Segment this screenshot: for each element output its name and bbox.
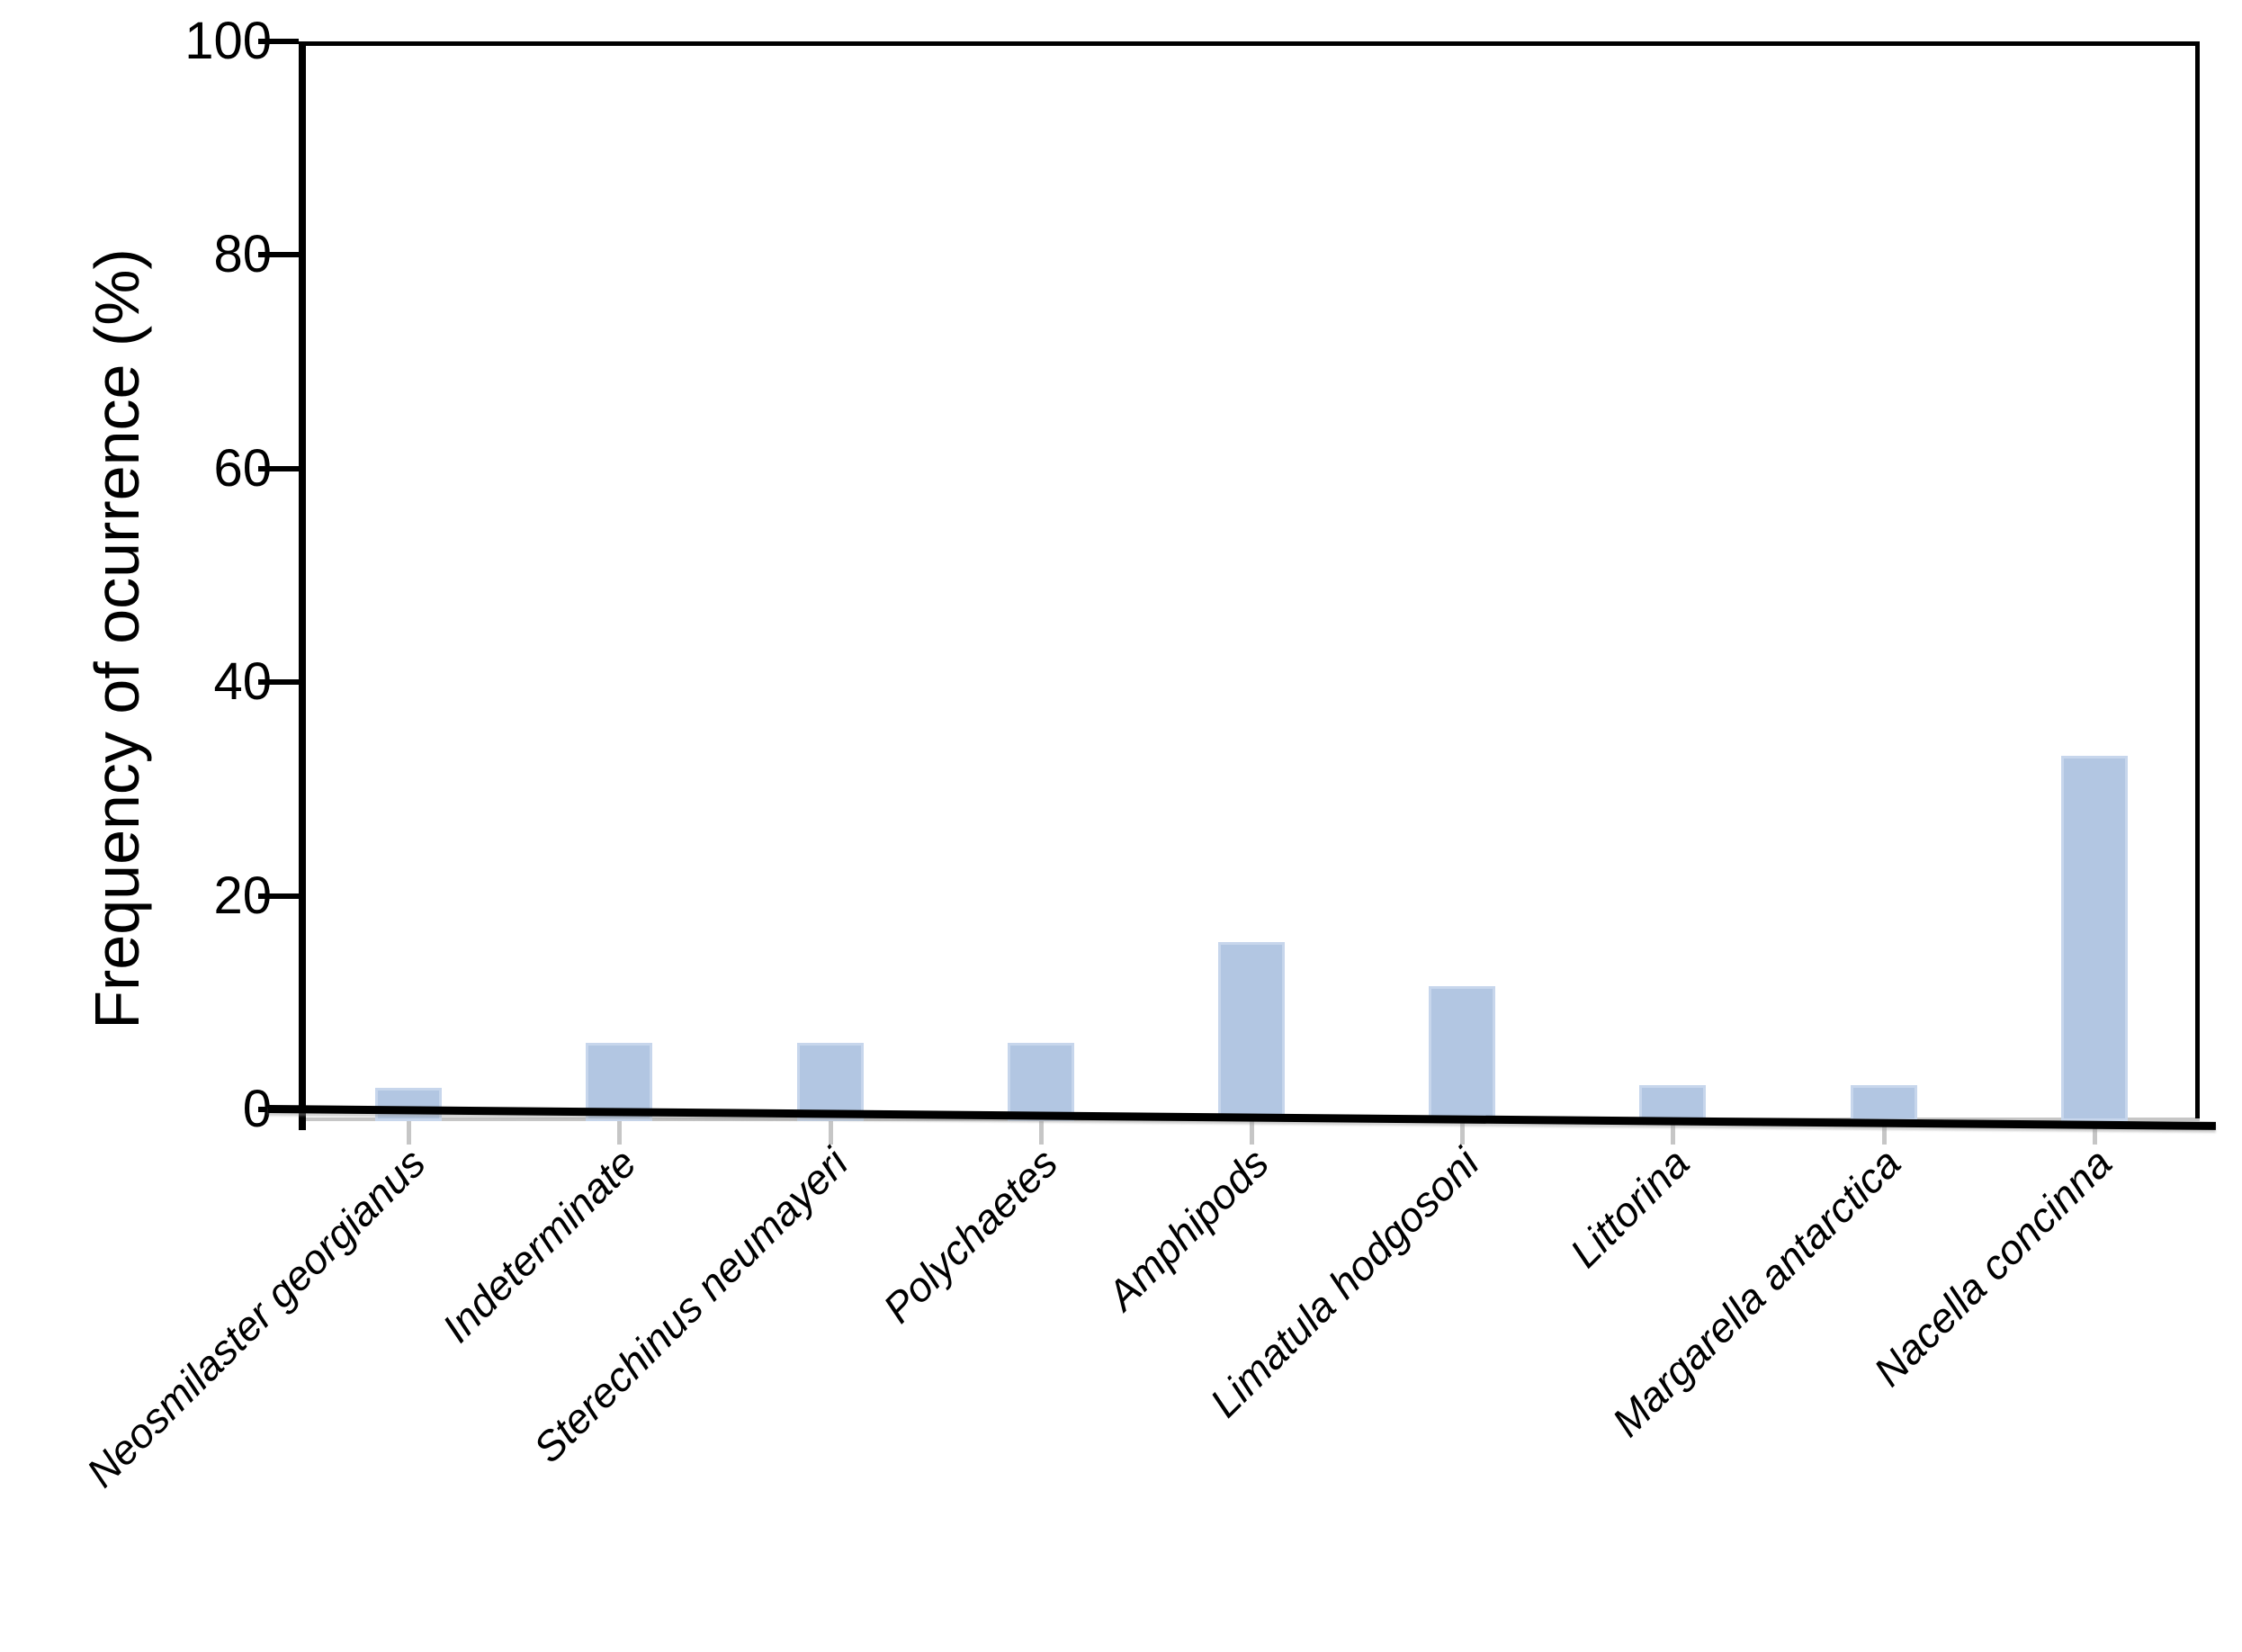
- y-tick-mark: [258, 252, 299, 257]
- x-tick-mark: [407, 1121, 411, 1145]
- bar: [2061, 756, 2128, 1121]
- y-tick-label: 80: [213, 225, 272, 283]
- x-tick-mark: [1250, 1121, 1254, 1145]
- y-tick-label: 40: [213, 652, 272, 711]
- x-category-label: Littorina: [1561, 1139, 1699, 1277]
- x-category-label: Polychaetes: [874, 1139, 1067, 1332]
- y-axis-line: [299, 41, 306, 1130]
- bar: [1429, 986, 1495, 1121]
- x-tick-mark: [617, 1121, 622, 1145]
- plot-right-border: [2195, 41, 2200, 1118]
- x-tick-mark: [829, 1121, 833, 1145]
- y-tick-mark: [258, 679, 299, 685]
- plot-top-border: [303, 41, 2200, 46]
- y-tick-mark: [258, 893, 299, 899]
- bar: [1008, 1043, 1074, 1121]
- bar: [1851, 1085, 1917, 1121]
- x-tick-mark: [2093, 1121, 2097, 1145]
- y-tick-label: 100: [184, 12, 272, 70]
- y-tick-mark: [258, 39, 299, 44]
- x-tick-mark: [1039, 1121, 1044, 1145]
- y-tick-label: 20: [213, 866, 272, 925]
- x-category-label: Indeterminate: [433, 1139, 645, 1351]
- y-tick-mark: [258, 466, 299, 471]
- bar: [375, 1088, 442, 1121]
- bar: [1639, 1085, 1706, 1121]
- y-tick-label: 60: [213, 439, 272, 498]
- x-tick-mark: [1460, 1121, 1465, 1145]
- x-tick-mark: [1882, 1121, 1887, 1145]
- x-tick-mark: [1671, 1121, 1675, 1145]
- y-tick-label: 0: [242, 1080, 272, 1138]
- bar: [1218, 942, 1285, 1121]
- x-category-label: Amphipods: [1098, 1139, 1278, 1319]
- bar: [797, 1043, 864, 1121]
